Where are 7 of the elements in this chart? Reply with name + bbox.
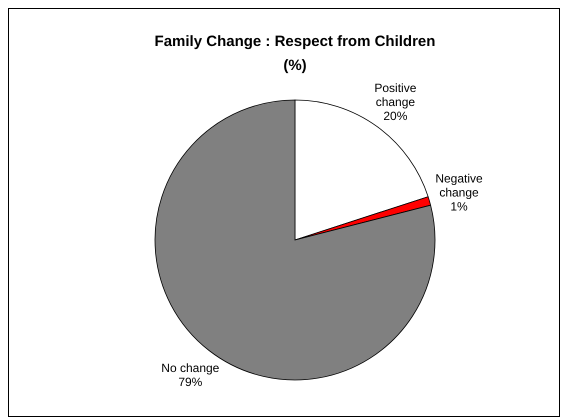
data-label: 79% [178, 374, 203, 389]
slice-label: No change [161, 360, 220, 375]
slice-label: Negative change [435, 171, 484, 200]
chart-title: Family Change : Respect from Children (%) [154, 33, 436, 74]
data-label: 20% [383, 108, 408, 123]
data-label: 1% [450, 199, 468, 214]
slice-label: Positive change [374, 80, 417, 109]
